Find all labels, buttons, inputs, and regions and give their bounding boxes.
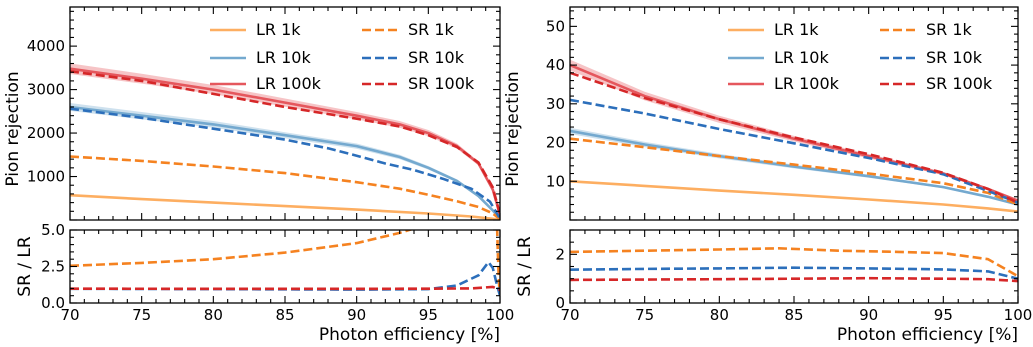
legend: LR 1k LR 10k LR 100k SR 1k SR 10k SR 100k [210, 20, 475, 93]
legend: LR 1k LR 10k LR 100k SR 1k SR 10k SR 100k [728, 20, 993, 93]
legend-label: SR 10k [926, 48, 983, 67]
x-tick-label: 75 [635, 306, 654, 324]
ticks [569, 229, 1019, 304]
band-lr-10k [70, 103, 500, 220]
x-tick-label: 85 [275, 306, 294, 324]
series-layer [70, 230, 500, 297]
legend-label: LR 1k [256, 20, 301, 39]
y-axis-label: Pion rejection [3, 71, 23, 186]
legend-label: LR 10k [256, 48, 311, 67]
series-layer [570, 59, 1018, 213]
series-line-sr-100k [570, 276, 1018, 283]
band-lr-100k [70, 63, 500, 215]
legend-label: LR 100k [774, 74, 840, 93]
y-tick-label: 5.0 [41, 221, 65, 239]
series-line-sr-100k [570, 71, 1018, 204]
series-line-lr-1k [570, 180, 1018, 213]
series-line-sr-10k [570, 98, 1018, 204]
series-line-sr-100k [70, 285, 500, 292]
y-tick-label: 2 [555, 245, 565, 263]
y-tick-label: 30 [546, 95, 565, 113]
series-line-sr-1k [570, 137, 1018, 206]
series-line-sr-1k [70, 155, 500, 220]
series-line-lr-10k [70, 105, 500, 220]
legend-label: LR 10k [774, 48, 829, 67]
y-tick-label: 10 [546, 172, 565, 190]
series-line-sr-10k [70, 107, 500, 220]
series-line-sr-1k [570, 247, 1018, 278]
x-tick-label: 90 [859, 306, 878, 324]
x-tick-label: 70 [60, 306, 79, 324]
y-tick-label: 2.5 [41, 258, 65, 276]
legend-label: LR 1k [774, 20, 819, 39]
x-axis-label: Photon efficiency [%] [319, 325, 500, 345]
series-layer [70, 63, 500, 220]
y-tick-label: 50 [546, 17, 565, 35]
main-plot: 10 20 30 40 50 Pion rejection LR 1k LR 10k LR 10… [503, 6, 1019, 221]
ticks [69, 229, 501, 304]
series-line-sr-1k [495, 230, 500, 289]
legend-label: SR 10k [408, 48, 465, 67]
series-line-sr-100k [70, 70, 500, 216]
y-tick-label: 40 [546, 56, 565, 74]
legend-label: SR 1k [926, 20, 973, 39]
y-tick-label: 2000 [27, 124, 65, 142]
legend-label: SR 100k [926, 74, 993, 93]
series-line-lr-100k [570, 63, 1018, 202]
y-axis-label: Pion rejection [503, 71, 523, 186]
x-axis-label: Photon efficiency [%] [837, 325, 1018, 345]
y-tick-label: 4000 [27, 37, 65, 55]
series-layer [570, 247, 1018, 283]
ticks [69, 7, 501, 221]
x-tick-label: 95 [934, 306, 953, 324]
series-line-sr-10k [570, 266, 1018, 280]
series-line-sr-10k [70, 260, 500, 297]
legend-label: SR 1k [408, 20, 455, 39]
series-line-sr-1k [70, 230, 414, 268]
y-axis-label: SR / LR [15, 236, 35, 297]
x-tick-label: 75 [132, 306, 151, 324]
x-tick-label: 80 [204, 306, 223, 324]
x-tick-label: 80 [710, 306, 729, 324]
axes-frame [69, 229, 501, 304]
x-tick-label: 90 [347, 306, 366, 324]
y-axis-label: SR / LR [515, 236, 535, 297]
y-tick-label: 3000 [27, 81, 65, 99]
x-tick-label: 70 [560, 306, 579, 324]
series-line-lr-10k [570, 129, 1018, 206]
x-tick-label: 100 [1004, 306, 1033, 324]
y-tick-label: 20 [546, 134, 565, 152]
legend-label: SR 100k [408, 74, 475, 93]
legend-label: LR 100k [256, 74, 322, 93]
x-tick-label: 95 [419, 306, 438, 324]
ticks [569, 7, 1019, 221]
y-tick-label: 0.0 [41, 294, 65, 312]
y-tick-label: 1000 [27, 168, 65, 186]
series-line-lr-1k [70, 193, 500, 220]
y-tick-label: 0 [555, 294, 565, 312]
x-tick-label: 85 [784, 306, 803, 324]
x-tick-label: 100 [486, 306, 515, 324]
